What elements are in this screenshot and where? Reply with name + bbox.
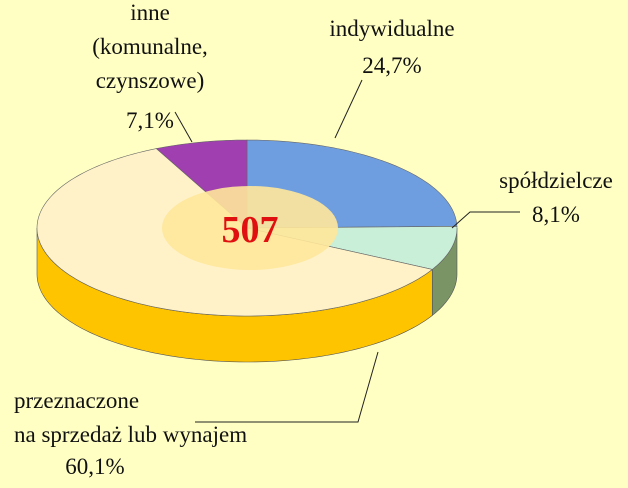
category-label: inne (komunalne, czynszowe) [92, 0, 208, 93]
leader-line [451, 211, 520, 229]
category-label: przeznaczone na sprzedaż lub wynajem [14, 388, 247, 447]
value-label: 24,7% [362, 53, 421, 78]
center-ellipse [162, 186, 338, 270]
leader-line [174, 111, 193, 143]
value-label: 60,1% [65, 454, 124, 479]
total-label: 507 [222, 209, 279, 251]
value-label: 8,1% [532, 202, 580, 227]
value-label: 7,1% [126, 108, 174, 133]
category-label: spółdzielcze [499, 168, 613, 193]
leader-line [195, 351, 379, 423]
category-label: indywidualne [329, 16, 454, 41]
leader-line [334, 79, 363, 139]
